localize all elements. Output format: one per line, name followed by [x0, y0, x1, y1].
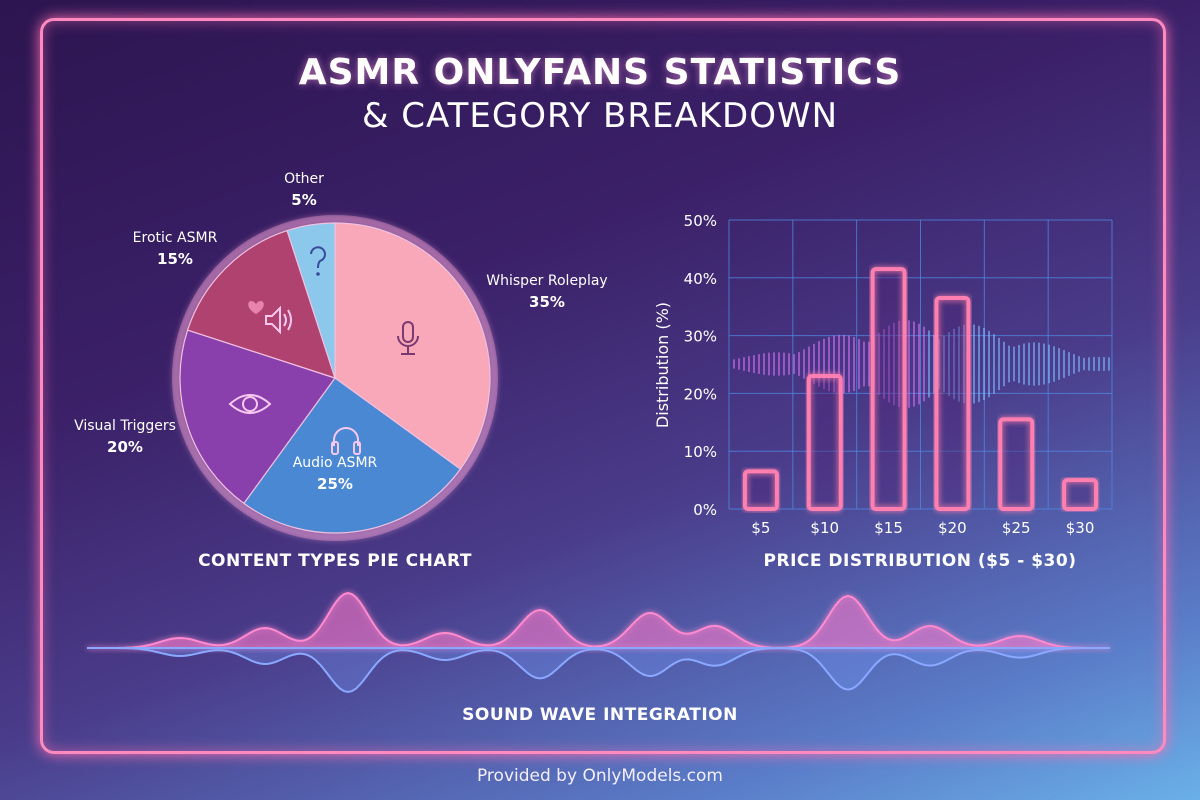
y-tick-label: 0% — [693, 501, 717, 519]
neon-frame — [40, 18, 1166, 754]
x-tick-label: $30 — [1066, 519, 1095, 537]
soundwave-icons — [238, 71, 958, 119]
pie-label: Audio ASMR — [293, 455, 378, 471]
heart-speaker-icon — [248, 301, 292, 335]
footer-credit: Provided by OnlyModels.com — [476, 766, 723, 786]
microphone-icon — [397, 321, 419, 355]
bar — [806, 374, 843, 511]
pie-label: Visual Triggers — [74, 418, 176, 434]
headband — [333, 427, 359, 446]
pie-label: Whisper Roleplay — [486, 273, 607, 289]
pie-glow — [172, 215, 498, 541]
question-mark — [310, 246, 326, 269]
y-tick-label: 20% — [684, 385, 717, 403]
pie-label: Other — [284, 171, 324, 187]
pupil — [242, 396, 258, 412]
wave-lower — [88, 647, 1110, 694]
y-tick-label: 40% — [684, 270, 717, 288]
mic-body — [402, 321, 414, 343]
question-icon — [310, 246, 326, 276]
bar — [998, 417, 1035, 511]
title-line-2: & CATEGORY BREAKDOWN — [361, 96, 839, 136]
pie-chart: Whisper Roleplay 35% Audio ASMR 25% Visual T… — [74, 171, 608, 541]
y-axis-label: Distribution (%) — [653, 302, 672, 428]
bar-chart: 0% 10% 20% 30% 40% 50% $5 $10 $15 $20 $25 $30 Distri… — [653, 212, 1113, 537]
y-tick-label: 10% — [684, 443, 717, 461]
pie-value-label: 15% — [157, 250, 193, 268]
pie-value-label: 35% — [529, 293, 565, 311]
y-tick-label: 50% — [684, 212, 717, 230]
y-tick-label: 30% — [684, 328, 717, 346]
title-line-1: ASMR ONLYFANS STATISTICS — [298, 52, 902, 93]
bar — [742, 469, 779, 511]
wave-caption: SOUND WAVE INTEGRATION — [462, 705, 738, 725]
x-tick-label: $5 — [751, 519, 770, 537]
bar-chart-title: PRICE DISTRIBUTION ($5 - $30) — [763, 551, 1077, 571]
headphones-icon — [331, 427, 361, 455]
eye-shape — [228, 394, 272, 414]
x-tick-label: $25 — [1002, 519, 1031, 537]
wave-upper — [88, 591, 1111, 649]
bar — [870, 267, 907, 511]
mic-stand — [397, 335, 419, 355]
pie-label: Erotic ASMR — [133, 230, 218, 246]
pie-slice — [179, 329, 336, 505]
ear-l — [331, 441, 339, 455]
x-tick-label: $15 — [874, 519, 903, 537]
bar — [1062, 478, 1099, 512]
pie-slice — [286, 222, 336, 379]
question-dot — [316, 272, 320, 276]
pie-value-label: 20% — [107, 438, 143, 456]
pie-value-label: 5% — [291, 191, 316, 209]
pie-slice — [243, 377, 462, 534]
ear-r — [353, 441, 361, 455]
bar — [934, 296, 971, 511]
pie-value-label: 25% — [317, 475, 353, 493]
x-tick-label: $20 — [938, 519, 967, 537]
eye-icon — [228, 394, 272, 414]
sound-wave — [88, 591, 1111, 694]
x-tick-label: $10 — [810, 519, 839, 537]
pie-chart-title: CONTENT TYPES PIE CHART — [198, 551, 472, 571]
heart — [248, 301, 264, 314]
speaker — [265, 305, 292, 335]
